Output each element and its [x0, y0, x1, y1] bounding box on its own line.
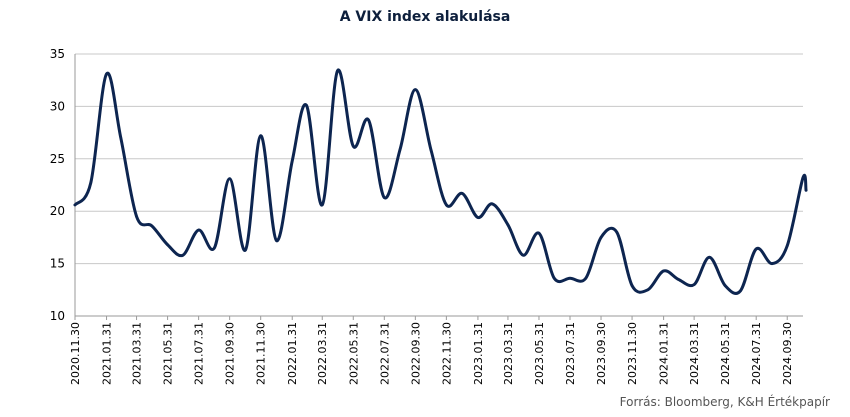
- data-point: [320, 203, 324, 207]
- data-point: [429, 149, 433, 152]
- x-tick-label: 2021.07.31: [193, 322, 206, 385]
- x-tick-label: 2023.01.31: [472, 322, 485, 385]
- x-tick-label: 2024.09.30: [781, 322, 794, 385]
- data-point: [89, 181, 93, 185]
- data-point: [351, 144, 355, 148]
- data-point: [445, 203, 448, 207]
- data-point: [259, 134, 262, 138]
- data-point: [692, 283, 696, 286]
- x-tick-label: 2023.03.31: [502, 322, 515, 385]
- data-point: [414, 88, 417, 91]
- x-tick-label: 2024.05.31: [719, 322, 732, 385]
- x-tick-label: 2024.01.31: [658, 322, 671, 385]
- data-point: [119, 136, 123, 140]
- data-point: [275, 239, 278, 242]
- data-point: [166, 243, 169, 247]
- data-point: [181, 253, 185, 257]
- data-point: [677, 278, 680, 281]
- x-tick-label: 2021.03.31: [131, 322, 144, 385]
- data-point: [662, 269, 665, 273]
- data-point: [105, 72, 108, 76]
- data-point: [599, 236, 603, 239]
- x-tick-label: 2021.05.31: [162, 322, 175, 385]
- data-point: [584, 276, 588, 280]
- data-point: [568, 276, 572, 280]
- data-point: [367, 118, 370, 122]
- y-tick-label: 10: [50, 309, 65, 323]
- x-tick-label: 2020.11.30: [69, 322, 82, 385]
- series-layer: [73, 68, 808, 295]
- x-tick-label: 2023.05.31: [533, 322, 546, 385]
- x-tick-label: 2023.09.30: [595, 322, 608, 385]
- data-point: [197, 228, 200, 232]
- data-point: [228, 177, 231, 181]
- data-point: [135, 215, 138, 218]
- y-axis-ticks: 10 15 20 25 30 35: [50, 47, 65, 323]
- data-point: [754, 247, 758, 251]
- x-tick-label: 2021.09.30: [224, 322, 237, 385]
- data-point: [537, 231, 541, 235]
- x-axis-ticks: 2020.11.30 2021.01.31 2021.03.31 2021.05.31…: [69, 316, 794, 385]
- data-point: [244, 248, 247, 252]
- x-tick-label: 2022.09.30: [409, 322, 422, 385]
- data-point: [460, 192, 464, 195]
- data-point: [150, 224, 154, 228]
- data-point: [770, 262, 774, 265]
- data-point: [506, 223, 510, 227]
- data-point: [615, 230, 619, 234]
- y-tick-label: 35: [50, 47, 65, 61]
- y-tick-label: 20: [50, 204, 65, 218]
- data-point: [476, 216, 480, 219]
- x-tick-label: 2023.11.30: [626, 322, 639, 385]
- x-tick-label: 2023.07.31: [564, 322, 577, 385]
- data-point: [708, 256, 711, 259]
- source-note: Forrás: Bloomberg, K&H Értékpapír: [619, 395, 830, 409]
- x-tick-label: 2021.11.30: [255, 322, 268, 385]
- data-point: [290, 159, 294, 163]
- data-point: [785, 244, 789, 248]
- x-tick-label: 2024.07.31: [750, 322, 763, 385]
- x-tick-label: 2022.07.31: [378, 322, 391, 385]
- data-point: [552, 276, 556, 280]
- data-point: [213, 246, 216, 250]
- data-point: [646, 288, 650, 292]
- data-point: [490, 202, 494, 206]
- y-tick-label: 30: [50, 99, 65, 113]
- vix-series-line: [73, 68, 808, 295]
- chart-title: A VIX index alakulása: [339, 9, 511, 25]
- data-point: [73, 203, 77, 207]
- data-point: [383, 196, 386, 199]
- x-tick-label: 2024.03.31: [688, 322, 701, 385]
- data-point: [521, 253, 525, 257]
- data-point: [305, 104, 308, 107]
- y-tick-label: 15: [50, 257, 65, 271]
- x-tick-label: 2022.05.31: [347, 322, 360, 385]
- data-point: [398, 148, 402, 151]
- x-tick-label: 2022.11.30: [440, 322, 453, 385]
- x-tick-label: 2022.03.31: [316, 322, 329, 385]
- data-point: [336, 69, 339, 73]
- data-point: [804, 188, 808, 192]
- x-tick-label: 2022.01.31: [286, 322, 299, 385]
- data-point: [739, 289, 742, 293]
- data-point: [801, 176, 805, 179]
- data-point: [723, 284, 727, 287]
- data-point: [630, 284, 634, 287]
- y-tick-label: 25: [50, 152, 65, 166]
- x-tick-label: 2021.01.31: [101, 322, 114, 385]
- axes: [74, 54, 803, 317]
